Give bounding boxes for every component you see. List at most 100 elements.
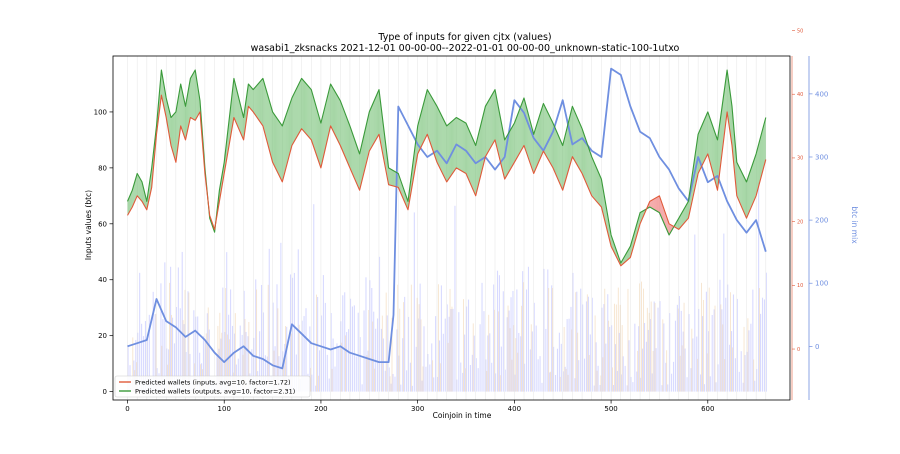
volume-bar-light (753, 359, 754, 391)
volume-bar (665, 363, 666, 392)
volume-bar (551, 285, 552, 391)
volume-bar (354, 305, 355, 391)
volume-bar-light (510, 328, 511, 391)
fill-segment (356, 143, 357, 184)
volume-bar-light (730, 292, 731, 391)
volume-bar-light (622, 325, 623, 392)
fill-segment (485, 105, 486, 157)
fill-segment (454, 118, 455, 170)
fill-segment (487, 101, 488, 153)
fill-segment (439, 110, 440, 168)
volume-bar (425, 367, 426, 392)
volume-bar (625, 366, 626, 392)
volume-bar (294, 273, 295, 392)
fill-segment (552, 121, 553, 168)
volume-bar (652, 373, 653, 391)
volume-bar (362, 384, 363, 391)
volume-bar (762, 298, 763, 392)
fill-segment (705, 116, 706, 159)
volume-bar (507, 317, 508, 391)
volume-bar (489, 333, 490, 391)
fill-segment (344, 111, 345, 157)
volume-bar-light (500, 375, 501, 391)
fill-segment (306, 84, 307, 135)
volume-bar (402, 338, 403, 391)
volume-bar-light (372, 322, 373, 392)
volume-bar-light (386, 293, 387, 392)
fill-segment (551, 119, 552, 166)
volume-bar (739, 372, 740, 392)
fill-segment (535, 128, 536, 171)
volume-bar (760, 314, 761, 392)
volume-bar (170, 267, 171, 392)
fill-segment (739, 166, 740, 202)
fill-segment (421, 111, 422, 148)
volume-bar-light (511, 360, 512, 392)
fill-segment (426, 90, 427, 137)
fill-segment (312, 93, 313, 146)
volume-bar (561, 344, 562, 392)
volume-bar (414, 212, 415, 391)
fill-segment (282, 123, 283, 182)
fill-segment (760, 136, 761, 182)
fill-segment (303, 79, 304, 130)
fill-segment (305, 83, 306, 134)
volume-bar (499, 275, 500, 391)
volume-bar (729, 345, 730, 392)
volume-bar (503, 291, 504, 391)
volume-bar (338, 346, 339, 391)
fill-segment (563, 142, 564, 191)
fill-segment (548, 113, 549, 161)
volume-bar (545, 329, 546, 392)
fill-segment (589, 148, 590, 191)
fill-segment (596, 166, 597, 202)
fill-segment (262, 78, 263, 126)
fill-segment (375, 96, 376, 141)
volume-bar (431, 343, 432, 391)
fill-segment (441, 114, 442, 172)
fill-segment (427, 90, 428, 138)
fill-segment (515, 118, 516, 161)
fill-segment (361, 145, 362, 186)
volume-bar (458, 312, 459, 391)
fill-segment (317, 110, 318, 160)
volume-bar (692, 338, 693, 391)
volume-bar-light (486, 371, 487, 392)
volume-bar (667, 384, 668, 391)
fill-segment (473, 139, 474, 192)
fill-segment (765, 118, 766, 164)
volume-bar-light (651, 302, 652, 392)
volume-bar-light (419, 304, 420, 391)
volume-bar (385, 371, 386, 392)
volume-bar (619, 333, 620, 392)
fill-segment (347, 118, 348, 163)
volume-bar (559, 333, 560, 392)
fill-segment (430, 95, 431, 146)
volume-bar-light (720, 304, 721, 391)
volume-bar (569, 319, 570, 392)
volume-bar (661, 385, 662, 391)
volume-bar (599, 385, 600, 392)
volume-bar (588, 297, 589, 392)
fill-segment (374, 99, 375, 143)
volume-bar (586, 301, 587, 391)
volume-bar (522, 271, 523, 391)
volume-bar (433, 377, 434, 391)
chart-title: Type of inputs for given cjtx (values) (377, 32, 551, 43)
volume-bar (733, 294, 734, 391)
volume-bar (323, 275, 324, 392)
volume-bar-light (715, 306, 716, 392)
fill-segment (488, 100, 489, 152)
volume-bar (319, 350, 320, 391)
fill-segment (234, 78, 235, 119)
fill-segment (517, 113, 518, 157)
fill-segment (511, 126, 512, 167)
volume-bar (683, 332, 684, 392)
volume-bar-light (318, 376, 319, 392)
volume-bar (435, 316, 436, 391)
volume-bar-light (732, 347, 733, 391)
volume-bar-light (647, 308, 648, 392)
fill-segment (475, 143, 476, 196)
fill-segment (716, 137, 717, 190)
fill-segment (555, 128, 556, 175)
